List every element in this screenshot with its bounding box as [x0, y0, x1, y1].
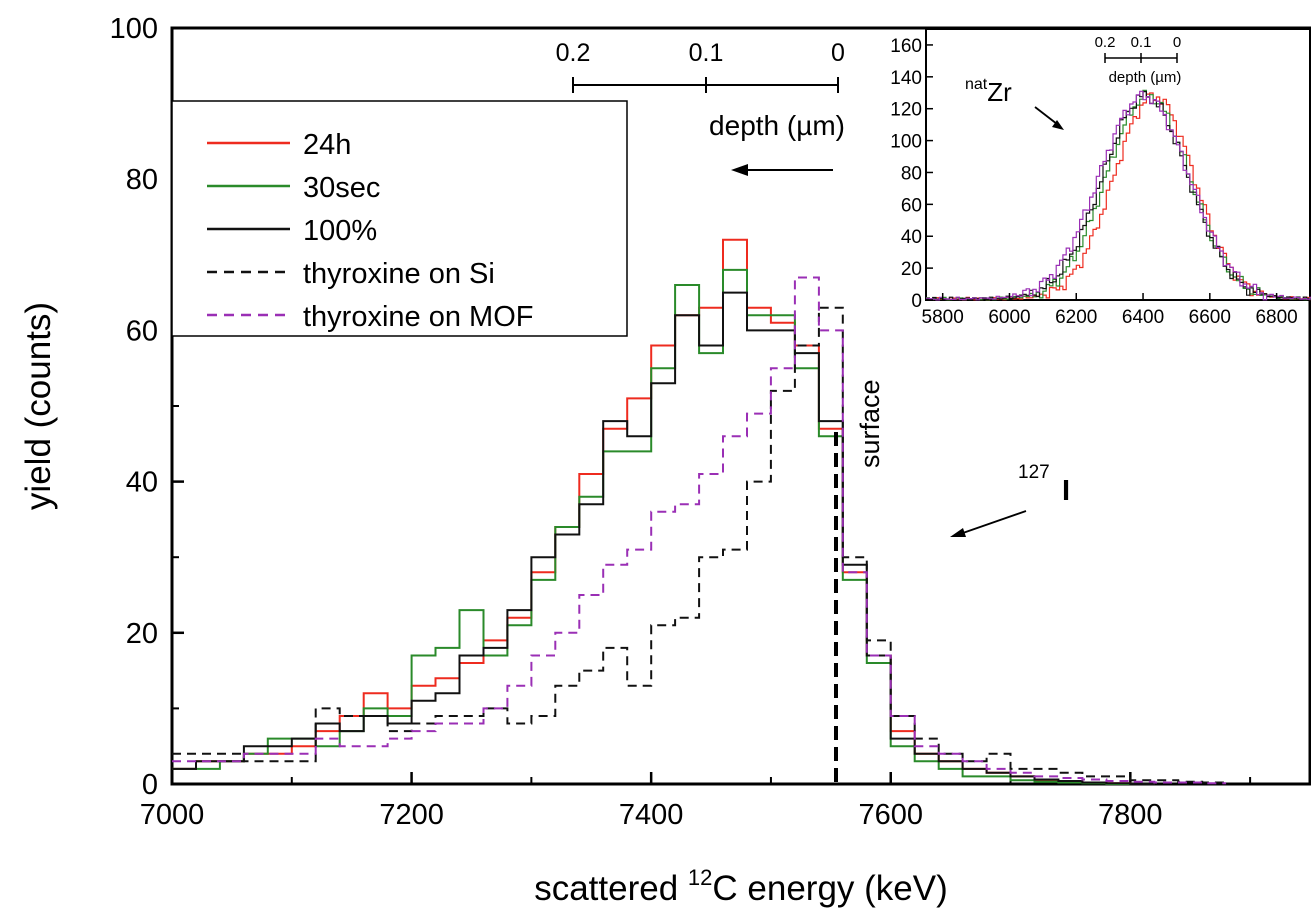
- depth-arrow-head: [731, 164, 748, 176]
- inset-chart: 5800 6000 6200 6400 6600 6800 0 20 40 60 80 100 120 1…: [890, 28, 1311, 328]
- inset-x-tick-label-6800: 6800: [1255, 307, 1297, 328]
- depth-tick-label-0.1: 0.1: [689, 39, 724, 67]
- legend-label-24h: 24h: [303, 129, 351, 161]
- inset-peak-arrow-line: [1034, 106, 1058, 125]
- inset-series-line-2: [926, 91, 1311, 301]
- legend-label-thyroxine-si: thyroxine on Si: [303, 258, 495, 290]
- inset-x-tick-label-6600: 6600: [1189, 307, 1231, 328]
- main-x-tick-label-7800: 7800: [1098, 799, 1163, 831]
- iodine-arrow-head: [950, 528, 966, 537]
- inset-depth-tick-label-0.1: 0.1: [1131, 34, 1152, 51]
- main-axis-ticks: 7000 7200 7400 7600 7800 0 20 40 60 80 100: [110, 13, 1252, 831]
- inset-y-tick-label-20: 20: [901, 259, 922, 280]
- legend-box: [171, 100, 628, 337]
- depth-scale-label: depth (µm): [709, 110, 845, 141]
- inset-y-tick-label-0: 0: [911, 291, 922, 312]
- inset-y-tick-label-120: 120: [890, 100, 922, 121]
- inset-series-line-3: [926, 90, 1311, 301]
- series-line-4: [172, 276, 1227, 785]
- y-axis-title: yield (counts): [19, 302, 58, 510]
- main-y-tick-label-80: 80: [126, 164, 158, 196]
- main-y-tick-label-100: 100: [110, 13, 158, 45]
- main-y-tick-label-20: 20: [126, 618, 158, 650]
- inset-y-tick-label-160: 160: [890, 36, 922, 57]
- legend-label-thyroxine-mof: thyroxine on MOF: [303, 301, 533, 333]
- inset-y-tick-label-60: 60: [901, 195, 922, 216]
- depth-tick-label-0: 0: [831, 39, 845, 67]
- inset-y-tick-label-140: 140: [890, 68, 922, 89]
- main-x-tick-label-7600: 7600: [858, 799, 923, 831]
- inset-depth-label: depth (µm): [1109, 69, 1182, 86]
- main-x-tick-label-7000: 7000: [140, 799, 205, 831]
- inset-depth-tick-label-0: 0: [1173, 34, 1181, 51]
- series-line-1: [172, 268, 1155, 785]
- inset-axis-ticks: 5800 6000 6200 6400 6600 6800 0 20 40 60 80 100 120 1…: [890, 36, 1297, 328]
- legend-label-30sec: 30sec: [303, 172, 380, 204]
- inset-y-tick-label-100: 100: [890, 132, 922, 153]
- main-x-tick-label-7400: 7400: [619, 799, 684, 831]
- inset-depth-tick-label-0.2: 0.2: [1095, 34, 1116, 51]
- depth-tick-label-0.2: 0.2: [556, 39, 591, 67]
- legend-label-100: 100%: [303, 215, 377, 247]
- iodine-symbol: I: [1062, 475, 1070, 507]
- inset-plot-series: [926, 89, 1311, 301]
- main-y-tick-label-0: 0: [142, 769, 158, 801]
- series-line-3: [172, 306, 1227, 784]
- inset-y-tick-label-80: 80: [901, 163, 922, 184]
- inset-peak-label: natZr: [965, 76, 1012, 107]
- iodine-arrow-line: [959, 510, 1027, 535]
- main-y-tick-label-40: 40: [126, 467, 158, 499]
- inset-x-tick-label-6000: 6000: [988, 307, 1030, 328]
- iodine-mass-number: 127: [1018, 462, 1050, 483]
- surface-label: surface: [855, 379, 885, 468]
- inset-peak-arrow-head: [1052, 120, 1064, 130]
- series-line-2: [172, 291, 1155, 785]
- inset-x-tick-label-5800: 5800: [922, 307, 964, 328]
- main-x-tick-label-7200: 7200: [379, 799, 444, 831]
- inset-plot-frame: [925, 28, 1311, 301]
- inset-y-tick-label-40: 40: [901, 227, 922, 248]
- main-y-tick-label-60: 60: [126, 315, 158, 347]
- x-axis-title: scattered 12C energy (keV): [534, 865, 948, 908]
- legend: 24h 30sec 100% thyroxine on Si thyroxine…: [171, 100, 628, 337]
- inset-x-tick-label-6200: 6200: [1055, 307, 1097, 328]
- inset-x-tick-label-6400: 6400: [1122, 307, 1164, 328]
- main-plot-series: [172, 238, 1227, 785]
